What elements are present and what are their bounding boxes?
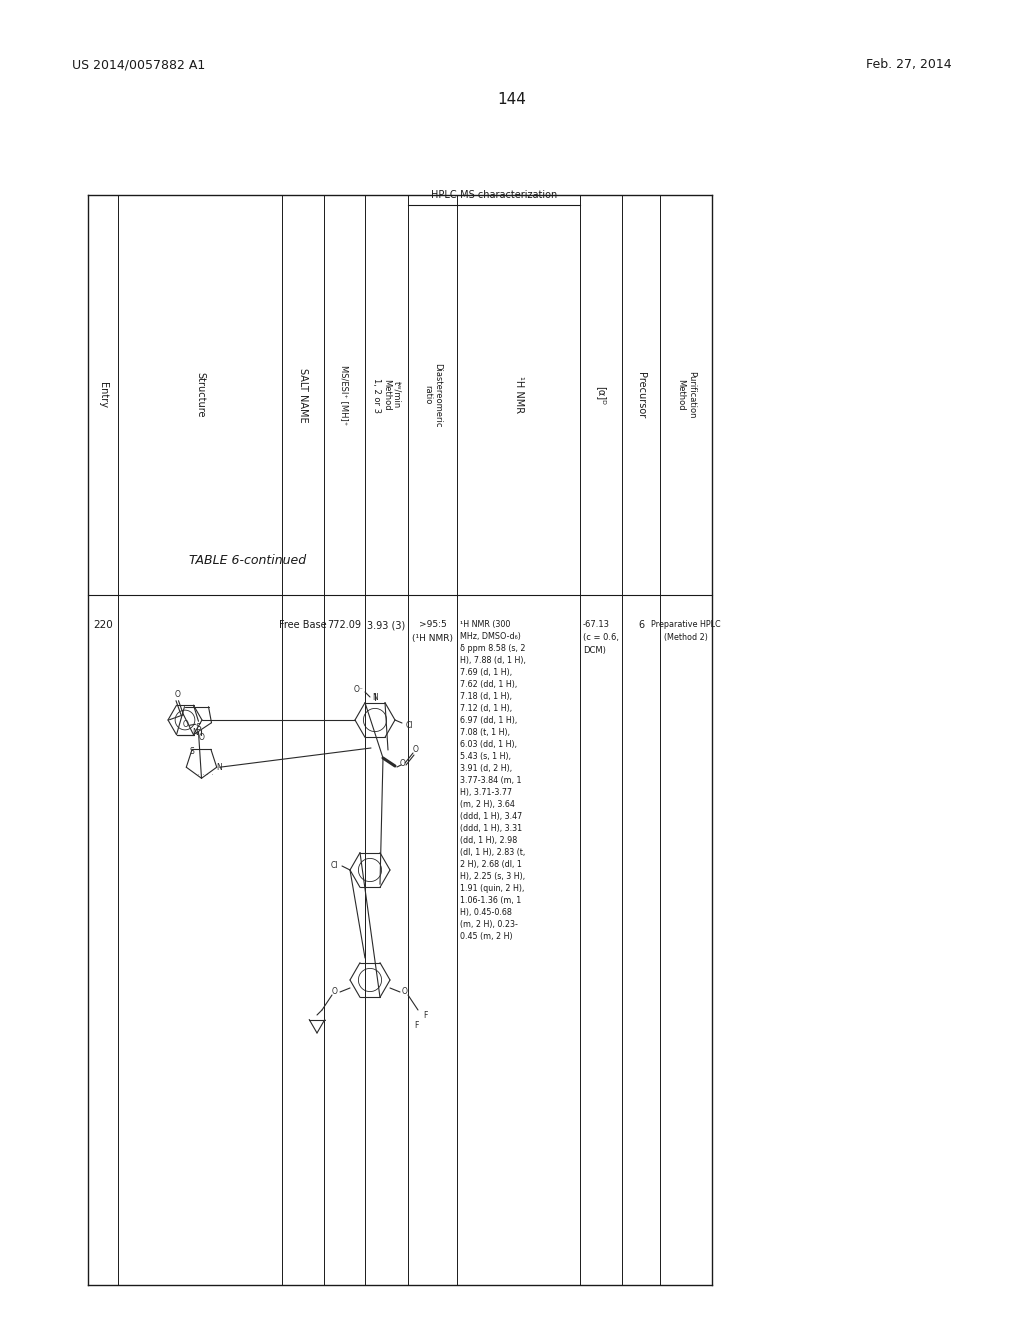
Text: S: S [196,723,202,731]
Text: 7.62 (dd, 1 H),: 7.62 (dd, 1 H), [460,680,517,689]
Text: 6: 6 [638,620,644,630]
Text: 772.09: 772.09 [328,620,361,630]
Text: 6.03 (dd, 1 H),: 6.03 (dd, 1 H), [460,741,517,748]
Text: 6.97 (dd, 1 H),: 6.97 (dd, 1 H), [460,715,517,725]
Text: 7.12 (d, 1 H),: 7.12 (d, 1 H), [460,704,512,713]
Text: N: N [216,763,221,772]
Text: 2 H), 2.68 (dl, 1: 2 H), 2.68 (dl, 1 [460,861,522,869]
Text: ·  ·  ·  ·: · · · · [198,772,213,777]
Text: US 2014/0057882 A1: US 2014/0057882 A1 [72,58,205,71]
Text: (¹H NMR): (¹H NMR) [412,634,453,643]
Text: HPLC-MS characterization: HPLC-MS characterization [431,190,557,201]
Text: O: O [199,733,205,742]
Text: O: O [174,690,180,700]
Text: Free Base: Free Base [280,620,327,630]
Text: tᵂ/min
Method
1, 2 or 3: tᵂ/min Method 1, 2 or 3 [372,378,401,412]
Text: 3.77-3.84 (m, 1: 3.77-3.84 (m, 1 [460,776,521,785]
Text: 1.91 (quin, 2 H),: 1.91 (quin, 2 H), [460,884,524,894]
Text: (dl, 1 H), 2.83 (t,: (dl, 1 H), 2.83 (t, [460,847,525,857]
Text: Cl: Cl [331,861,338,870]
Text: >95:5: >95:5 [419,620,446,630]
Text: Feb. 27, 2014: Feb. 27, 2014 [866,58,952,71]
Text: H), 3.71-3.77: H), 3.71-3.77 [460,788,512,797]
Text: TABLE 6-continued: TABLE 6-continued [189,553,306,566]
Text: O: O [332,987,338,997]
Text: MHz, DMSO-d₆): MHz, DMSO-d₆) [460,632,521,642]
Text: 1.06-1.36 (m, 1: 1.06-1.36 (m, 1 [460,896,521,906]
Text: S: S [189,747,195,756]
Text: 3.93 (3): 3.93 (3) [368,620,406,630]
Text: 220: 220 [93,620,113,630]
Text: Structure: Structure [195,372,205,417]
Text: O⁻: O⁻ [353,685,362,694]
Text: [α]ᴰ: [α]ᴰ [596,385,606,404]
Text: MS/ESI⁺ [MH]⁺: MS/ESI⁺ [MH]⁺ [340,364,349,425]
Text: 7.69 (d, 1 H),: 7.69 (d, 1 H), [460,668,512,677]
Text: -67.13: -67.13 [583,620,610,630]
Text: (ddd, 1 H), 3.31: (ddd, 1 H), 3.31 [460,824,522,833]
Text: O: O [402,987,408,997]
Text: (dd, 1 H), 2.98: (dd, 1 H), 2.98 [460,836,517,845]
Text: Preparative HPLC: Preparative HPLC [651,620,721,630]
Text: Entry: Entry [98,381,108,408]
Text: 144: 144 [498,92,526,107]
Text: ¹H NMR: ¹H NMR [513,376,523,413]
Text: ¹H NMR (300: ¹H NMR (300 [460,620,510,630]
Text: (c = 0.6,: (c = 0.6, [583,634,618,642]
Text: DCM): DCM) [583,645,606,655]
Text: O: O [182,719,188,729]
Text: SALT NAME: SALT NAME [298,368,308,422]
Text: N: N [193,729,199,738]
Text: O: O [413,746,419,755]
Text: 0.45 (m, 2 H): 0.45 (m, 2 H) [460,932,513,941]
Text: H), 2.25 (s, 3 H),: H), 2.25 (s, 3 H), [460,873,525,880]
Text: 3.91 (d, 2 H),: 3.91 (d, 2 H), [460,764,512,774]
Text: O: O [400,759,406,768]
Text: Precursor: Precursor [636,372,646,418]
Text: F: F [414,1022,418,1031]
Text: Purification
Method: Purification Method [676,371,695,418]
Text: H), 7.88 (d, 1 H),: H), 7.88 (d, 1 H), [460,656,526,665]
Text: N: N [372,693,378,701]
Text: δ ppm 8.58 (s, 2: δ ppm 8.58 (s, 2 [460,644,525,653]
Text: Diastereomeric
ratio: Diastereomeric ratio [423,363,442,428]
Text: F: F [423,1011,427,1020]
Text: 7.08 (t, 1 H),: 7.08 (t, 1 H), [460,729,510,737]
Text: (m, 2 H), 3.64: (m, 2 H), 3.64 [460,800,515,809]
Text: (ddd, 1 H), 3.47: (ddd, 1 H), 3.47 [460,812,522,821]
Text: Cl: Cl [406,721,414,730]
Text: H), 0.45-0.68: H), 0.45-0.68 [460,908,512,917]
Text: 7.18 (d, 1 H),: 7.18 (d, 1 H), [460,692,512,701]
Text: (m, 2 H), 0.23-: (m, 2 H), 0.23- [460,920,518,929]
Text: (Method 2): (Method 2) [664,634,708,642]
Text: 5.43 (s, 1 H),: 5.43 (s, 1 H), [460,752,511,762]
